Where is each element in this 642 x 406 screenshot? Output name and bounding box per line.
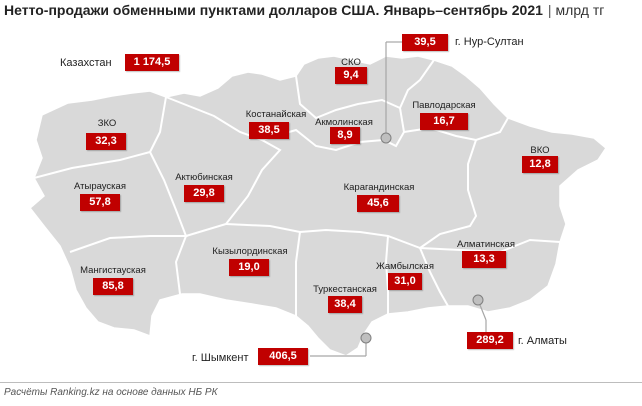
region-label-zko: ЗКО [97,118,117,129]
region-label-karaganda: Карагандинская [343,182,415,193]
region-label-aktobe: Актюбинская [175,172,233,183]
region-value-karaganda: 45,6 [357,195,399,212]
city-value-almaty: 289,2 [467,332,513,349]
map-title: Нетто-продажи обменными пунктами долларо… [4,2,604,18]
region-value-zhambyl: 31,0 [388,273,422,290]
city-label-nursultan: г. Нур-Султан [455,36,524,48]
city-label-shymkent: г. Шымкент [192,352,249,364]
region-label-pavlodar: Павлодарская [412,100,476,111]
almaty-marker [472,294,484,306]
region-value-almaty-region: 13,3 [462,251,506,268]
region-label-mangystau: Мангистауская [80,265,146,276]
region-value-pavlodar: 16,7 [420,113,468,130]
footer-divider [0,382,642,383]
region-value-atyrau: 57,8 [80,194,120,211]
region-value-mangystau: 85,8 [93,278,133,295]
region-label-zhambyl: Жамбылская [376,261,434,272]
shymkent-marker [360,332,372,344]
region-value-akmola: 8,9 [330,127,360,144]
region-value-aktobe: 29,8 [184,185,224,202]
region-label-kyzylorda: Кызылординская [212,246,288,257]
region-value-kyzylorda: 19,0 [229,259,269,276]
region-value-zko: 32,3 [86,133,126,150]
source-note: Расчёты Ranking.kz на основе данных НБ Р… [4,387,218,398]
city-value-nursultan: 39,5 [402,34,448,51]
country-shape [28,55,607,357]
region-label-atyrau: Атырауская [74,181,126,192]
region-label-sko: СКО [341,57,361,68]
region-label-almaty-region: Алматинская [457,239,515,250]
region-label-turkestan: Туркестанская [313,284,377,295]
region-value-kostanai: 38,5 [249,122,289,139]
national-label: Казахстан [60,57,112,69]
region-value-sko: 9,4 [335,67,367,84]
nursultan-marker [380,132,392,144]
region-label-vko: ВКО [530,145,550,156]
city-label-almaty: г. Алматы [518,335,567,347]
region-value-vko: 12,8 [522,156,558,173]
region-label-kostanai: Костанайская [245,109,307,120]
title-text: Нетто-продажи обменными пунктами долларо… [4,2,543,18]
national-value: 1 174,5 [125,54,179,71]
city-value-shymkent: 406,5 [258,348,308,365]
title-separator: | [547,2,552,18]
region-label-akmola: Акмолинская [315,117,373,128]
region-value-turkestan: 38,4 [328,296,362,313]
title-unit: млрд тг [555,2,605,18]
